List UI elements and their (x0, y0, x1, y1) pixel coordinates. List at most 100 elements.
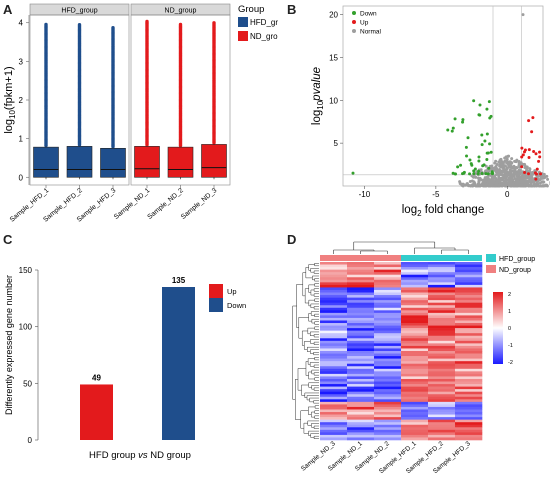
heatmap-cell (374, 406, 402, 410)
heatmap-cell (320, 307, 348, 311)
normal-point (508, 169, 512, 173)
legend-swatch-hfd-group (486, 254, 496, 262)
heatmap-cell (428, 310, 456, 314)
outlier-point (77, 23, 82, 27)
color-scale-tick-label: 0 (508, 326, 511, 332)
heatmap-cell (455, 325, 483, 329)
heatmap-cell (320, 366, 348, 370)
heatmap-cell (401, 429, 429, 433)
heatmap-cell (455, 384, 483, 387)
normal-point (517, 183, 521, 187)
down-point (483, 139, 487, 143)
heatmap-cell (320, 399, 348, 403)
bar-x-axis-title: HFD group vs ND group (89, 450, 191, 461)
heatmap-cell (455, 315, 483, 319)
heatmap-cell (401, 307, 429, 311)
heatmap-cell (320, 272, 348, 276)
heatmap-cell (374, 300, 402, 303)
normal-point (471, 175, 475, 179)
heatmap-cell (347, 389, 375, 392)
heatmap-cell (455, 409, 483, 413)
heatmap-cell (455, 272, 483, 276)
heatmap-cell (455, 381, 483, 385)
box-Sample_HFD_2 (66, 146, 93, 178)
normal-point (458, 180, 462, 184)
heatmap-cell (455, 262, 483, 265)
normal-point (487, 178, 491, 182)
heatmap-cell (428, 434, 456, 438)
volcano-chart: -10 -5 0 5 10 15 20 log10pvalue log2 fold chan… (311, 5, 550, 218)
normal-point (538, 184, 542, 188)
heatmap-cell (401, 361, 429, 365)
outlier-point (44, 22, 48, 27)
heatmap-cell (455, 274, 483, 278)
heatmap-cell (347, 284, 375, 288)
heatmap-cell (401, 399, 429, 403)
down-point (472, 172, 476, 176)
heatmap-cell (401, 404, 429, 408)
heatmap-cell (374, 305, 402, 309)
heatmap-cell (428, 363, 456, 367)
up-point (527, 156, 531, 160)
legend-label-up: Up (360, 20, 369, 27)
heatmap-cell (320, 343, 348, 347)
heatmap-cell (374, 386, 402, 390)
heatmap-cell (455, 320, 483, 324)
heatmap-cell (401, 427, 429, 431)
heatmap-cell (320, 335, 348, 339)
heatmap-cell (347, 328, 375, 331)
heatmap-cell (428, 284, 456, 288)
normal-point (479, 168, 483, 172)
heatmap-cell (320, 386, 348, 390)
heatmap-cell (455, 340, 483, 344)
heatmap-cell (428, 289, 456, 293)
normal-point (527, 175, 531, 179)
normal-point (506, 154, 510, 158)
heatmap-cell (428, 419, 456, 423)
heatmap-cell (455, 348, 483, 352)
legend-swatch-down (209, 298, 223, 312)
heatmap-cell (320, 391, 348, 395)
heatmap-cell (428, 345, 456, 349)
heatmap-cell (374, 279, 402, 283)
box-Sample_ND_2 (167, 146, 194, 178)
normal-point (498, 176, 502, 180)
heatmap-cell (401, 338, 429, 342)
heatmap-cell (374, 399, 402, 403)
heatmap-cell (320, 401, 348, 405)
heatmap-cell (374, 287, 402, 291)
heatmap-cell (455, 429, 483, 433)
heatmap-cell (401, 434, 429, 438)
down-point (485, 132, 489, 136)
down-point (487, 166, 491, 170)
normal-point (490, 177, 494, 181)
heatmap-cell (374, 292, 402, 296)
up-point (530, 130, 534, 134)
heatmap-cell (347, 351, 375, 354)
heatmap-cell (374, 361, 402, 365)
heatmap-cell (347, 368, 375, 372)
panel-a-label: A (3, 2, 13, 17)
panel-b-label: B (287, 2, 297, 17)
outlier-point (178, 22, 183, 27)
heatmap-cell (320, 282, 348, 286)
heatmap-cell (320, 295, 348, 298)
boxplot-y-tick-label: 0 (19, 173, 24, 182)
normal-point (482, 184, 486, 188)
heatmap-cell (374, 427, 402, 431)
down-point (485, 158, 489, 162)
bar-value-label: 49 (92, 373, 101, 382)
heatmap-cell (374, 351, 402, 354)
legend-dot-normal (352, 29, 356, 33)
heatmap-cell (455, 297, 483, 301)
volcano-y-tick-label: 5 (334, 139, 339, 148)
heatmap-cell (347, 335, 375, 339)
normal-point (494, 159, 498, 163)
normal-point (542, 184, 546, 188)
heatmap-cell (320, 427, 348, 431)
normal-point (511, 183, 515, 187)
heatmap-cell (374, 330, 402, 334)
heatmap-cell (455, 427, 483, 431)
heatmap-cell (320, 419, 348, 423)
heatmap-cell (401, 328, 429, 331)
